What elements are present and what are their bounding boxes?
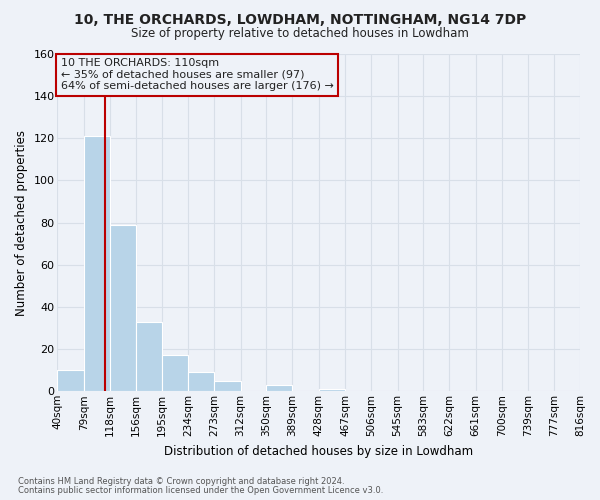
- Bar: [214, 380, 241, 392]
- Bar: [319, 389, 345, 392]
- Bar: [188, 372, 214, 392]
- Text: 10 THE ORCHARDS: 110sqm
← 35% of detached houses are smaller (97)
64% of semi-de: 10 THE ORCHARDS: 110sqm ← 35% of detache…: [61, 58, 334, 92]
- Text: Contains HM Land Registry data © Crown copyright and database right 2024.: Contains HM Land Registry data © Crown c…: [18, 477, 344, 486]
- Bar: [136, 322, 162, 392]
- Text: 10, THE ORCHARDS, LOWDHAM, NOTTINGHAM, NG14 7DP: 10, THE ORCHARDS, LOWDHAM, NOTTINGHAM, N…: [74, 12, 526, 26]
- Text: Size of property relative to detached houses in Lowdham: Size of property relative to detached ho…: [131, 28, 469, 40]
- Bar: [162, 356, 188, 392]
- Bar: [110, 224, 136, 392]
- Text: Contains public sector information licensed under the Open Government Licence v3: Contains public sector information licen…: [18, 486, 383, 495]
- Y-axis label: Number of detached properties: Number of detached properties: [15, 130, 28, 316]
- Bar: [84, 136, 110, 392]
- Bar: [58, 370, 84, 392]
- Bar: [266, 385, 292, 392]
- X-axis label: Distribution of detached houses by size in Lowdham: Distribution of detached houses by size …: [164, 444, 473, 458]
